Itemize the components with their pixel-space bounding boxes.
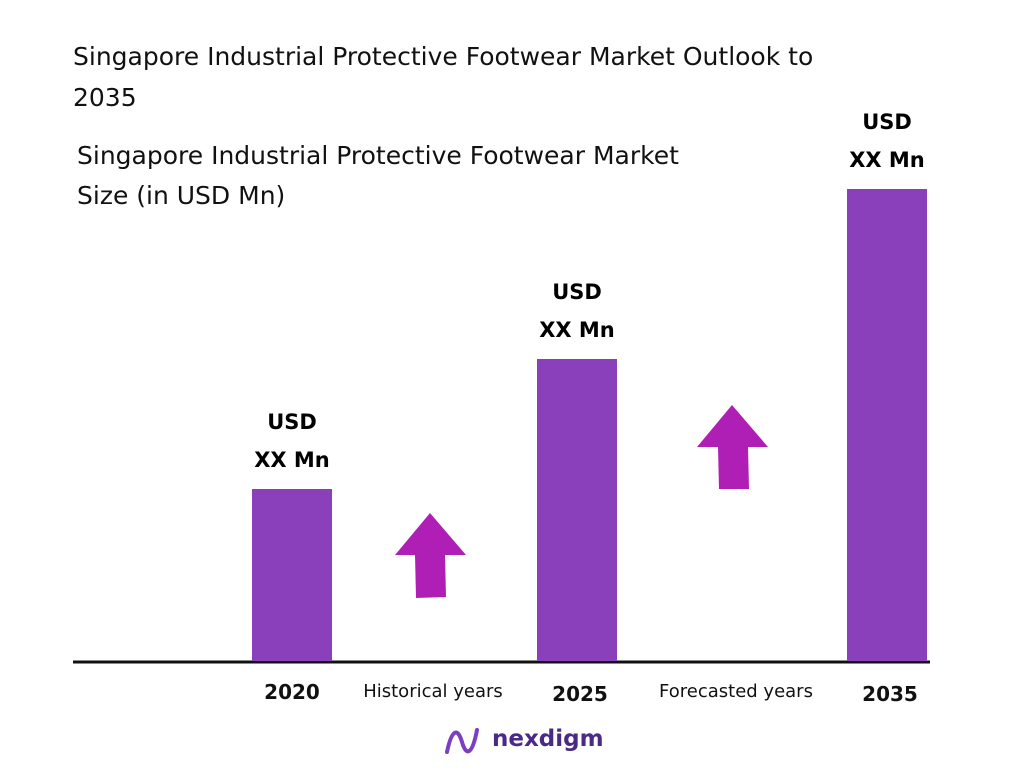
bar: [847, 189, 927, 661]
annotation: Forecasted years: [659, 681, 813, 702]
chart-title: Singapore Industrial Protective Footwear…: [73, 42, 814, 112]
value-label: USD XX Mn: [849, 110, 925, 172]
bar: [252, 489, 332, 661]
x-tick-label: 2025: [552, 682, 608, 706]
chart-subtitle: Singapore Industrial Protective Footwear…: [77, 141, 679, 210]
annotation: Historical years: [363, 681, 503, 702]
bar: [537, 359, 617, 661]
growth-arrow: [697, 405, 768, 489]
value-label: USD XX Mn: [539, 280, 615, 342]
x-tick-label: 2020: [264, 680, 320, 704]
x-tick-label: 2035: [862, 682, 918, 706]
brand-logo: [445, 728, 479, 754]
value-label: USD XX Mn: [254, 410, 330, 472]
brand-name: nexdigm: [492, 726, 604, 752]
growth-arrow: [395, 513, 466, 598]
